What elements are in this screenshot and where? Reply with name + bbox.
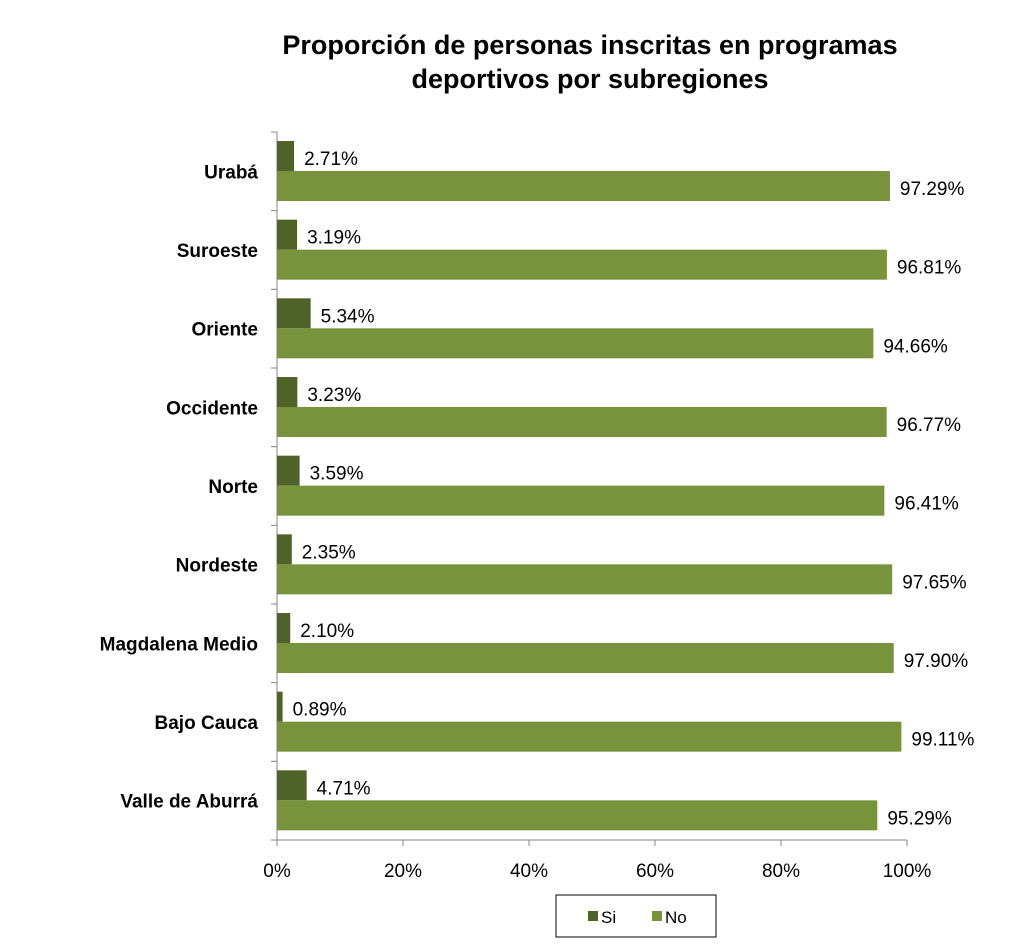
x-tick-label: 0%	[263, 861, 291, 882]
bar-si	[277, 691, 283, 722]
x-tick-label: 20%	[384, 861, 422, 882]
bar-no	[277, 249, 887, 280]
legend-label-si: Si	[601, 908, 616, 927]
data-label-no: 96.41%	[894, 494, 959, 515]
category-label: Bajo Cauca	[155, 713, 259, 734]
bar-si	[277, 534, 292, 565]
bar-si	[277, 298, 311, 329]
category-label: Occidente	[166, 398, 258, 419]
data-label-no: 97.90%	[904, 651, 969, 672]
bar-no	[277, 485, 885, 516]
data-label-si: 2.10%	[300, 621, 354, 642]
bar-no	[277, 721, 902, 752]
bar-no	[277, 171, 890, 201]
category-label: Oriente	[191, 320, 258, 341]
category-label: Urabá	[204, 162, 258, 183]
legend-box	[555, 894, 717, 938]
x-tick-label: 100%	[883, 861, 932, 882]
data-label-si: 3.19%	[307, 228, 361, 249]
bar-no	[277, 643, 894, 673]
data-label-no: 97.29%	[900, 179, 965, 200]
data-label-si: 4.71%	[317, 778, 371, 799]
bar-si	[277, 141, 295, 171]
data-label-si: 2.71%	[304, 149, 358, 170]
data-label-no: 97.65%	[902, 572, 967, 593]
bar-si	[277, 613, 291, 643]
data-label-si: 0.89%	[293, 700, 347, 721]
chart-title-line-1: Proporción de personas inscritas en prog…	[282, 30, 898, 60]
x-tick-label: 40%	[510, 861, 548, 882]
bar-no	[277, 564, 893, 595]
category-label: Magdalena Medio	[100, 634, 258, 655]
bar-si	[277, 377, 298, 407]
data-label-si: 3.23%	[307, 385, 361, 406]
bar-si	[277, 770, 307, 801]
legend-swatch-no	[652, 911, 662, 921]
category-label: Nordeste	[176, 556, 258, 577]
bar-no	[277, 407, 887, 437]
chart-title-line-2: deportivos por subregiones	[411, 64, 769, 94]
data-label-no: 96.81%	[897, 258, 962, 279]
bar-si	[277, 455, 300, 486]
bar-no	[277, 328, 874, 359]
category-label: Valle de Aburrá	[120, 792, 258, 813]
data-label-si: 3.59%	[310, 464, 364, 485]
data-label-no: 99.11%	[911, 730, 974, 751]
legend-swatch-si	[588, 911, 598, 921]
bar-si	[277, 219, 298, 250]
data-label-no: 95.29%	[887, 808, 952, 829]
category-label: Norte	[208, 477, 258, 498]
legend-label-no: No	[665, 908, 687, 927]
data-label-no: 94.66%	[883, 336, 948, 357]
data-label-si: 5.34%	[321, 306, 375, 327]
x-tick-label: 60%	[636, 861, 674, 882]
data-label-si: 2.35%	[302, 542, 356, 563]
data-label-no: 96.77%	[897, 415, 962, 436]
bar-no	[277, 800, 878, 831]
x-tick-label: 80%	[762, 861, 800, 882]
category-label: Suroeste	[177, 241, 258, 262]
